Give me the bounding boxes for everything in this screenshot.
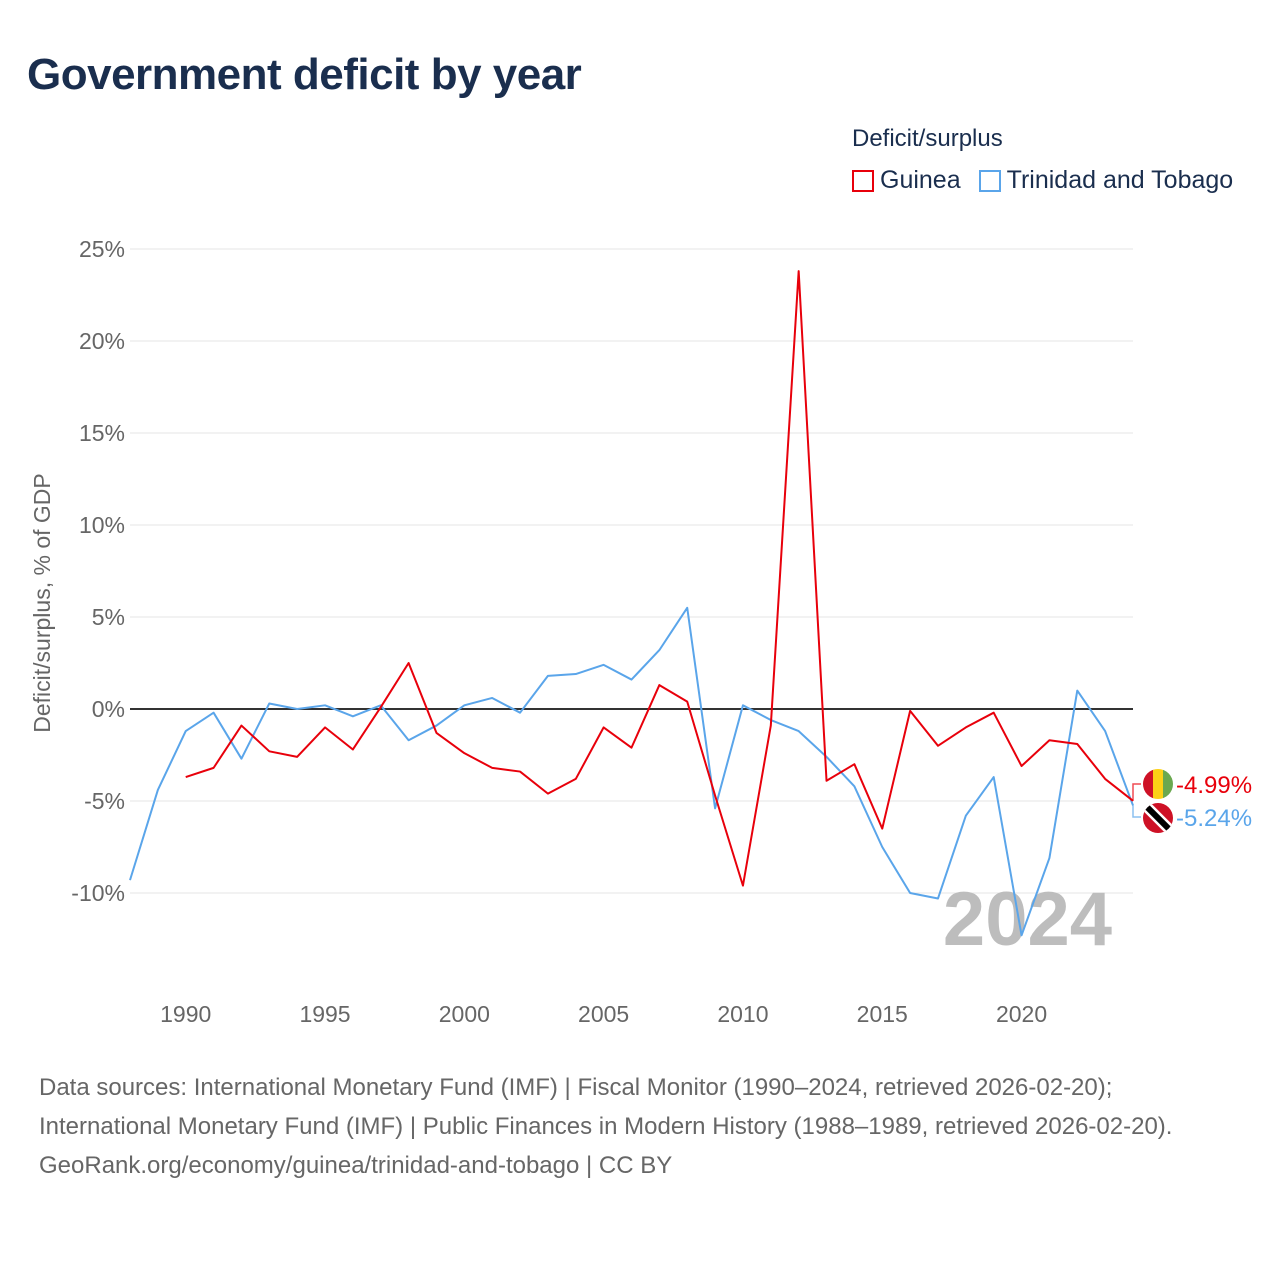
x-tick-label: 2005	[578, 1001, 629, 1027]
x-tick-label: 1995	[299, 1001, 350, 1027]
legend-swatch-guinea	[852, 169, 874, 192]
end-label-connector	[1132, 805, 1141, 818]
y-axis-label: Deficit/surplus, % of GDP	[29, 473, 55, 732]
x-tick-label: 1990	[160, 1001, 211, 1027]
y-tick-label: 0%	[92, 696, 125, 722]
y-tick-label: -5%	[84, 788, 125, 814]
credit: GeoRank.org/economy/guinea/trinidad-and-…	[39, 1152, 673, 1179]
legend-item-trinidad[interactable]: Trinidad and Tobago	[978, 166, 1234, 195]
y-tick-label: 25%	[79, 236, 125, 262]
x-tick-label: 2010	[717, 1001, 768, 1027]
footer: Data sources: International Monetary Fun…	[39, 1068, 1239, 1185]
legend-label: Guinea	[880, 166, 961, 194]
legend-title: Deficit/surplus	[852, 125, 1003, 152]
legend: Guinea Trinidad and Tobago	[852, 166, 1233, 195]
legend-swatch-trinidad	[978, 169, 1001, 192]
legend-item-guinea[interactable]: Guinea	[852, 166, 961, 195]
y-tick-label: 20%	[79, 328, 125, 354]
trinidad-flag-icon	[1143, 803, 1173, 833]
x-tick-label: 2020	[996, 1001, 1047, 1027]
end-label-connector	[1132, 783, 1141, 801]
end-label-trinidad: -5.24%	[1176, 805, 1252, 832]
guinea-flag-icon	[1143, 769, 1173, 799]
chart-title: Government deficit by year	[27, 50, 582, 99]
series-line-guinea	[185, 270, 1134, 887]
line-chart: -10% -5% 0% 5% 10% 15% 20% 25% 1990 1995 2000 2005 2…	[29, 236, 1252, 1027]
legend-label: Trinidad and Tobago	[1006, 166, 1234, 194]
data-sources: Data sources: International Monetary Fun…	[39, 1074, 1173, 1140]
end-label-guinea: -4.99%	[1176, 772, 1252, 799]
x-tick-label: 2000	[439, 1001, 490, 1027]
y-tick-label: -10%	[71, 880, 125, 906]
y-tick-label: 5%	[92, 604, 125, 630]
x-tick-label: 2015	[857, 1001, 908, 1027]
y-tick-label: 10%	[79, 512, 125, 538]
y-tick-label: 15%	[79, 420, 125, 446]
